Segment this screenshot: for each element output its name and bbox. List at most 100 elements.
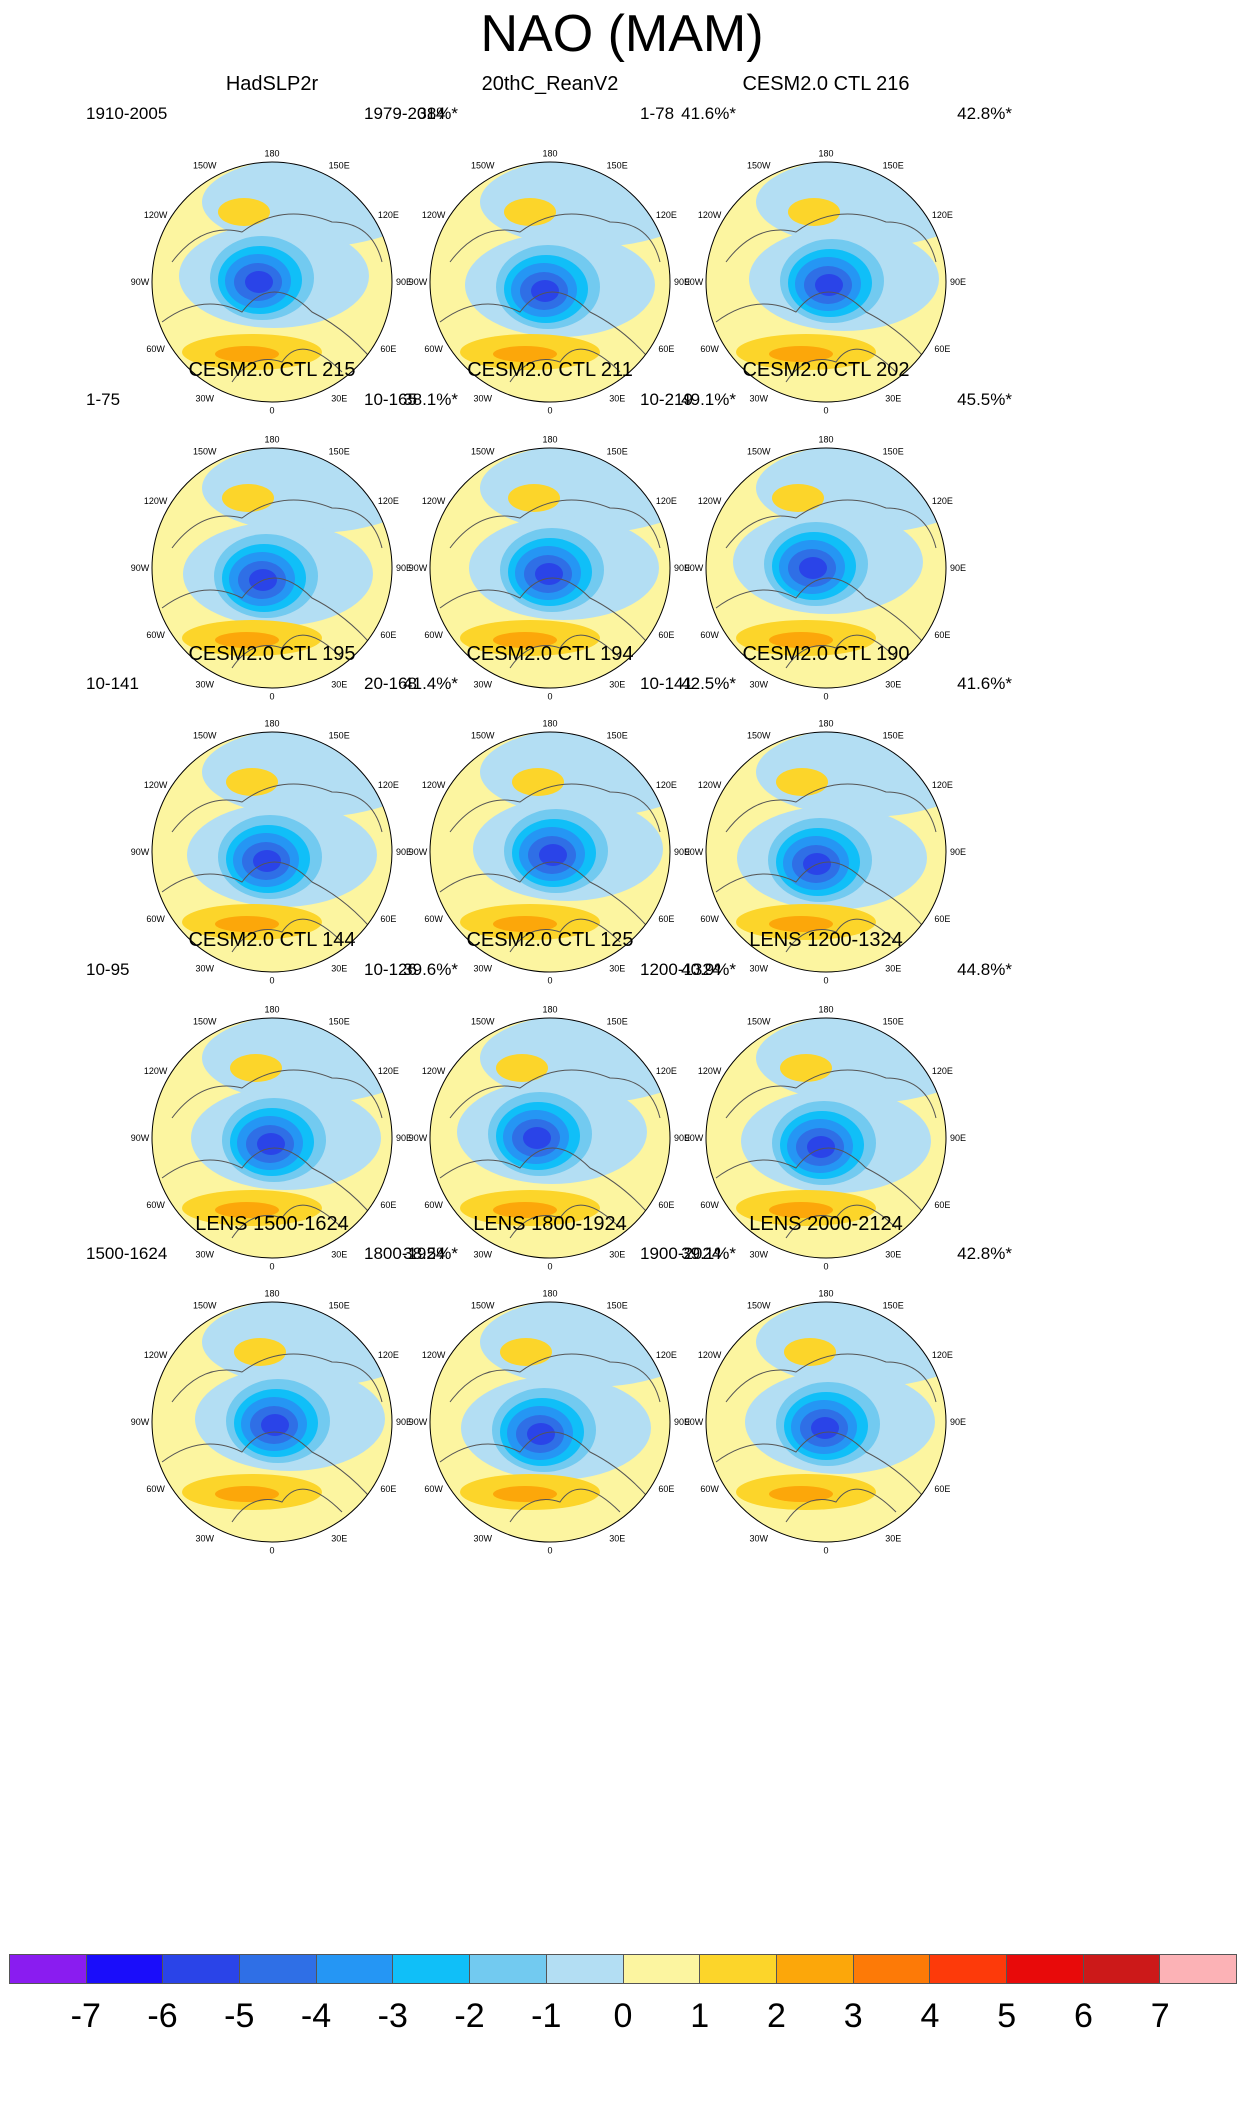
coastline	[715, 1431, 937, 1513]
longitude-label: 90W	[685, 847, 704, 857]
longitude-label: 0	[823, 975, 828, 985]
coastline	[725, 1353, 937, 1403]
polar-map: 180 150E 120E 90E 60E 30E 0 30W 60W 90W 120W 150W	[131, 435, 412, 702]
map-boundary	[705, 731, 947, 973]
colorbar-tick-label: 4	[920, 1997, 940, 2035]
colorbar-tick-label: 3	[843, 1997, 863, 2035]
longitude-label: 90E	[396, 847, 412, 857]
colorbar-box	[469, 1954, 547, 1984]
longitude-label: 30W	[750, 1249, 769, 1259]
panel-period: 1500-1624	[86, 1244, 168, 1263]
longitude-label: 120E	[932, 780, 953, 790]
longitude-label: 30W	[196, 1533, 215, 1543]
panel-variance-percent: 42.8%*	[957, 104, 1012, 123]
longitude-label: 90W	[409, 563, 428, 573]
longitude-label: 180	[542, 149, 557, 159]
panel-variance-percent: 49.1%*	[681, 390, 736, 409]
longitude-label: 60E	[380, 630, 396, 640]
map-boundary	[429, 1301, 671, 1543]
colorbar-box	[1082, 1954, 1161, 1984]
longitude-label: 120W	[144, 1066, 168, 1076]
negative-center	[539, 844, 567, 866]
map-panel: 180 150E 120E 90E 60E 30E 0 30W 60W 90W 120W 150W CE…	[640, 72, 1012, 456]
map-panel: 180 150E 120E 90E 60E 30E 0 30W 60W 90W 120W 150W CE…	[364, 358, 736, 742]
longitude-label: 150W	[193, 731, 217, 741]
positive-contour	[222, 484, 274, 512]
positive-contour	[776, 768, 828, 796]
longitude-label: 150E	[607, 1301, 628, 1311]
coastline	[715, 577, 937, 659]
panel-variance-percent: 44.8%*	[957, 960, 1012, 979]
longitude-label: 30W	[474, 679, 493, 689]
longitude-label: 30W	[750, 393, 769, 403]
panel-variance-percent: 38.5%*	[403, 1244, 458, 1263]
longitude-label: 150E	[883, 1017, 904, 1027]
colorbar-tick-label: 0	[613, 1997, 633, 2035]
longitude-label: 90E	[674, 277, 690, 287]
longitude-label: 60W	[700, 914, 719, 924]
colorbar-box	[239, 1954, 317, 1984]
longitude-label: 180	[264, 149, 279, 159]
panel-title: 20thC_ReanV2	[481, 73, 619, 95]
positive-center	[215, 346, 279, 362]
longitude-label: 150E	[329, 161, 350, 171]
longitude-label: 180	[264, 1005, 279, 1015]
longitude-label: 120E	[932, 1350, 953, 1360]
positive-center	[769, 916, 833, 932]
panel-title: LENS 1800-1924	[473, 1213, 627, 1235]
panel-variance-percent: 38.1%*	[403, 390, 458, 409]
longitude-label: 150E	[883, 447, 904, 457]
longitude-label: 120W	[698, 1350, 722, 1360]
longitude-label: 0	[547, 691, 552, 701]
longitude-label: 30E	[609, 393, 625, 403]
longitude-label: 0	[823, 1261, 828, 1271]
longitude-label: 60E	[380, 1484, 396, 1494]
map-panel: 180 150E 120E 90E 60E 30E 0 30W 60W 90W 120W 150W CE…	[86, 928, 458, 1312]
longitude-label: 120W	[422, 210, 446, 220]
longitude-label: 120W	[698, 210, 722, 220]
coastline	[725, 499, 937, 549]
coastline	[449, 783, 661, 833]
negative-center	[531, 280, 559, 302]
coastline	[785, 348, 897, 383]
longitude-label: 90E	[396, 1417, 412, 1427]
longitude-label: 120E	[932, 210, 953, 220]
longitude-label: 30E	[331, 963, 347, 973]
longitude-label: 30E	[609, 1533, 625, 1543]
longitude-label: 90E	[950, 1133, 966, 1143]
panel-period: 10-219	[640, 390, 693, 409]
colorbar-tick-label: -5	[224, 1997, 255, 2035]
map-panel: 180 150E 120E 90E 60E 30E 0 30W 60W 90W 120W 150W LE…	[640, 928, 1012, 1312]
longitude-label: 120W	[422, 1066, 446, 1076]
longitude-label: 60W	[700, 1200, 719, 1210]
longitude-label: 0	[269, 975, 274, 985]
longitude-label: 60W	[700, 630, 719, 640]
longitude-label: 60E	[658, 630, 674, 640]
longitude-label: 30W	[196, 1249, 215, 1259]
panel-variance-percent: 41.6%*	[681, 104, 736, 123]
colorbar-tick-label: 2	[767, 1997, 786, 2035]
panel-period: 1910-2005	[86, 104, 168, 123]
colorbar-box	[1005, 1954, 1084, 1984]
positive-contour	[788, 198, 840, 226]
positive-center	[215, 1202, 279, 1218]
panel-period: 1-75	[86, 390, 121, 409]
longitude-label: 30E	[885, 1249, 901, 1259]
colorbar-tick-label: -2	[454, 1997, 485, 2035]
longitude-label: 120E	[932, 1066, 953, 1076]
longitude-label: 180	[818, 1005, 833, 1015]
longitude-label: 30E	[609, 679, 625, 689]
longitude-label: 30W	[474, 1249, 493, 1259]
longitude-label: 0	[547, 975, 552, 985]
positive-center	[493, 632, 557, 648]
longitude-label: 120E	[378, 496, 399, 506]
longitude-label: 0	[823, 691, 828, 701]
panel-title: CESM2.0 CTL 211	[467, 359, 633, 381]
longitude-label: 90E	[950, 563, 966, 573]
map-boundary	[151, 447, 393, 689]
positive-contour	[508, 484, 560, 512]
longitude-label: 90E	[396, 277, 412, 287]
panel-title: HadSLP2r	[225, 73, 319, 95]
coastline	[171, 213, 383, 263]
longitude-label: 90E	[396, 1133, 412, 1143]
